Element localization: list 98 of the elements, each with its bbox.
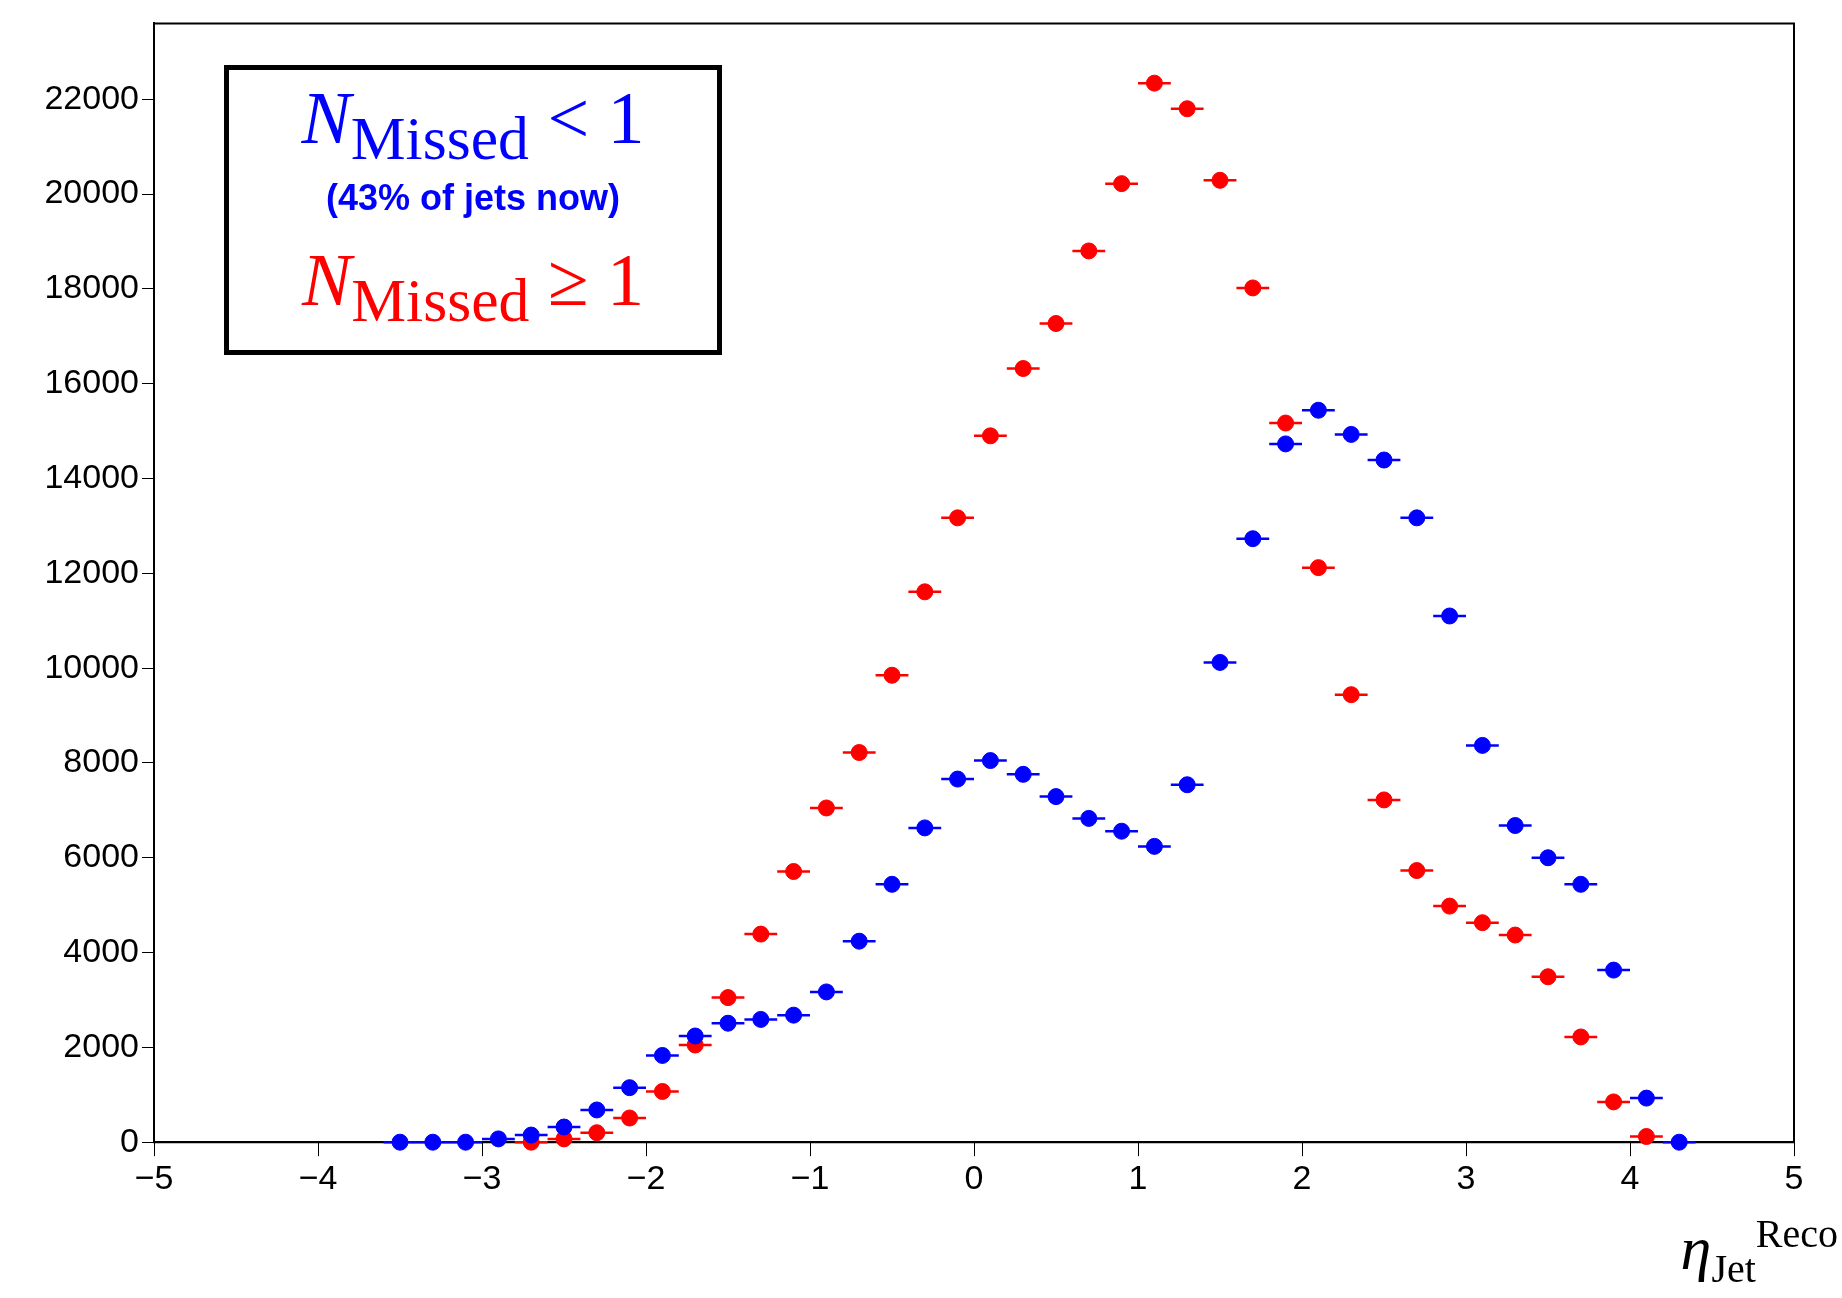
x-tick-label: −4 bbox=[298, 1157, 338, 1196]
text: N$_{Missed}$ ≥ 1 bbox=[300, 239, 646, 336]
point bbox=[621, 1079, 639, 1097]
point bbox=[1506, 926, 1524, 944]
point bbox=[883, 666, 901, 684]
point bbox=[850, 744, 868, 762]
x-tick-label: 5 bbox=[1784, 1157, 1804, 1196]
point bbox=[981, 427, 999, 445]
point bbox=[1506, 817, 1524, 835]
point bbox=[457, 1133, 475, 1151]
annotation: (43% of jets now) bbox=[325, 177, 621, 219]
point bbox=[1211, 653, 1229, 671]
point bbox=[1178, 100, 1196, 118]
point bbox=[653, 1082, 671, 1100]
x-tick-label: −3 bbox=[462, 1157, 502, 1196]
point bbox=[916, 583, 934, 601]
point bbox=[1047, 788, 1065, 806]
y-tick-label: 10000 bbox=[44, 646, 139, 685]
y-tick-label: 6000 bbox=[63, 836, 139, 875]
point bbox=[817, 799, 835, 817]
point bbox=[1670, 1133, 1688, 1151]
point bbox=[949, 509, 967, 527]
point bbox=[1277, 435, 1295, 453]
point bbox=[1473, 914, 1491, 932]
point bbox=[785, 863, 803, 881]
point bbox=[1113, 175, 1131, 193]
y-tick-label: 8000 bbox=[63, 741, 139, 780]
point bbox=[686, 1027, 704, 1045]
point bbox=[1375, 791, 1393, 809]
y-tick-label: 2000 bbox=[63, 1025, 139, 1064]
y-tick-label: 12000 bbox=[44, 551, 139, 590]
point bbox=[719, 989, 737, 1007]
x-tick-label: 1 bbox=[1128, 1157, 1148, 1196]
point bbox=[1342, 425, 1360, 443]
x-tick-label: 4 bbox=[1620, 1157, 1640, 1196]
point bbox=[621, 1109, 639, 1127]
point bbox=[1277, 414, 1295, 432]
point bbox=[1178, 776, 1196, 794]
point bbox=[1539, 968, 1557, 986]
y-tick-label: 0 bbox=[120, 1120, 139, 1159]
point bbox=[1539, 849, 1557, 867]
point bbox=[555, 1118, 573, 1136]
point bbox=[1211, 171, 1229, 189]
point bbox=[1473, 736, 1491, 754]
point bbox=[1244, 530, 1262, 548]
point bbox=[1572, 875, 1590, 893]
point bbox=[1441, 897, 1459, 915]
point bbox=[1014, 765, 1032, 783]
y-tick-label: 18000 bbox=[44, 267, 139, 306]
point bbox=[1441, 607, 1459, 625]
point bbox=[522, 1126, 540, 1144]
point bbox=[949, 770, 967, 788]
point bbox=[1637, 1128, 1655, 1146]
point bbox=[1047, 314, 1065, 332]
point bbox=[588, 1124, 606, 1142]
y-tick-label: 20000 bbox=[44, 172, 139, 211]
point bbox=[588, 1101, 606, 1119]
point bbox=[1014, 360, 1032, 378]
point bbox=[752, 925, 770, 943]
y-tick-label: 22000 bbox=[44, 77, 139, 116]
point bbox=[1309, 401, 1327, 419]
point bbox=[1408, 509, 1426, 527]
point bbox=[1408, 862, 1426, 880]
point bbox=[1080, 242, 1098, 260]
y-tick-label: 14000 bbox=[44, 456, 139, 495]
point bbox=[1113, 822, 1131, 840]
y-tick-label: 16000 bbox=[44, 362, 139, 401]
point bbox=[1244, 279, 1262, 297]
point bbox=[1605, 1093, 1623, 1111]
point bbox=[391, 1133, 409, 1151]
x-tick-label: −2 bbox=[626, 1157, 666, 1196]
point bbox=[424, 1133, 442, 1151]
point bbox=[1637, 1089, 1655, 1107]
point bbox=[1342, 686, 1360, 704]
text: N$_{Missed}$ < 1 bbox=[300, 77, 646, 175]
point bbox=[1145, 74, 1163, 92]
point bbox=[883, 875, 901, 893]
point bbox=[1572, 1028, 1590, 1046]
point bbox=[1145, 837, 1163, 855]
point bbox=[719, 1014, 737, 1032]
y-tick-label: 4000 bbox=[63, 930, 139, 969]
x-tick-label: 3 bbox=[1456, 1157, 1476, 1196]
point bbox=[785, 1006, 803, 1024]
point bbox=[1080, 809, 1098, 827]
x-tick-label: −5 bbox=[134, 1157, 174, 1196]
point bbox=[653, 1046, 671, 1064]
point bbox=[1605, 961, 1623, 979]
x-tick-label: 2 bbox=[1292, 1157, 1312, 1196]
x-tick-label: 0 bbox=[964, 1157, 984, 1196]
point bbox=[817, 983, 835, 1001]
x-tick-label: −1 bbox=[790, 1157, 830, 1196]
point bbox=[916, 819, 934, 837]
point bbox=[489, 1130, 507, 1148]
point bbox=[1309, 559, 1327, 577]
point bbox=[752, 1010, 770, 1028]
point bbox=[981, 752, 999, 770]
point bbox=[850, 932, 868, 950]
point bbox=[1375, 451, 1393, 469]
